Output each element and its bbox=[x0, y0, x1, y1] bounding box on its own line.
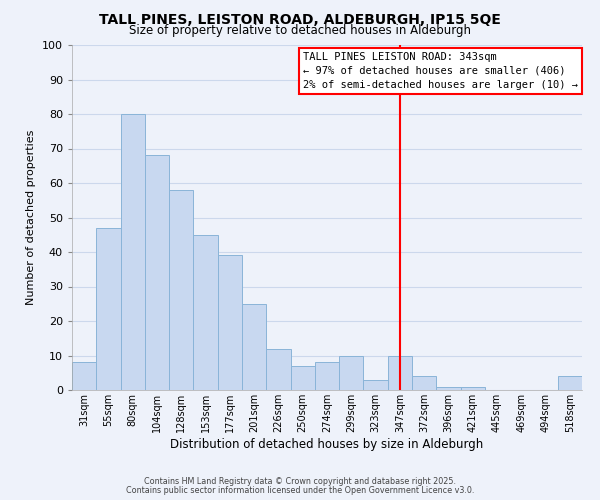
Bar bbox=[436, 386, 461, 390]
Bar bbox=[169, 190, 193, 390]
Text: Contains public sector information licensed under the Open Government Licence v3: Contains public sector information licen… bbox=[126, 486, 474, 495]
Text: TALL PINES LEISTON ROAD: 343sqm
← 97% of detached houses are smaller (406)
2% of: TALL PINES LEISTON ROAD: 343sqm ← 97% of… bbox=[303, 52, 578, 90]
Bar bbox=[145, 156, 169, 390]
Bar bbox=[364, 380, 388, 390]
Bar bbox=[315, 362, 339, 390]
Bar bbox=[266, 348, 290, 390]
Bar bbox=[193, 235, 218, 390]
Bar bbox=[388, 356, 412, 390]
Bar bbox=[461, 386, 485, 390]
Bar bbox=[242, 304, 266, 390]
Bar bbox=[96, 228, 121, 390]
Bar bbox=[290, 366, 315, 390]
Y-axis label: Number of detached properties: Number of detached properties bbox=[26, 130, 37, 305]
Text: Size of property relative to detached houses in Aldeburgh: Size of property relative to detached ho… bbox=[129, 24, 471, 37]
Bar bbox=[558, 376, 582, 390]
Bar bbox=[218, 256, 242, 390]
Bar bbox=[339, 356, 364, 390]
Bar bbox=[72, 362, 96, 390]
X-axis label: Distribution of detached houses by size in Aldeburgh: Distribution of detached houses by size … bbox=[170, 438, 484, 450]
Text: TALL PINES, LEISTON ROAD, ALDEBURGH, IP15 5QE: TALL PINES, LEISTON ROAD, ALDEBURGH, IP1… bbox=[99, 13, 501, 27]
Text: Contains HM Land Registry data © Crown copyright and database right 2025.: Contains HM Land Registry data © Crown c… bbox=[144, 477, 456, 486]
Bar bbox=[121, 114, 145, 390]
Bar bbox=[412, 376, 436, 390]
